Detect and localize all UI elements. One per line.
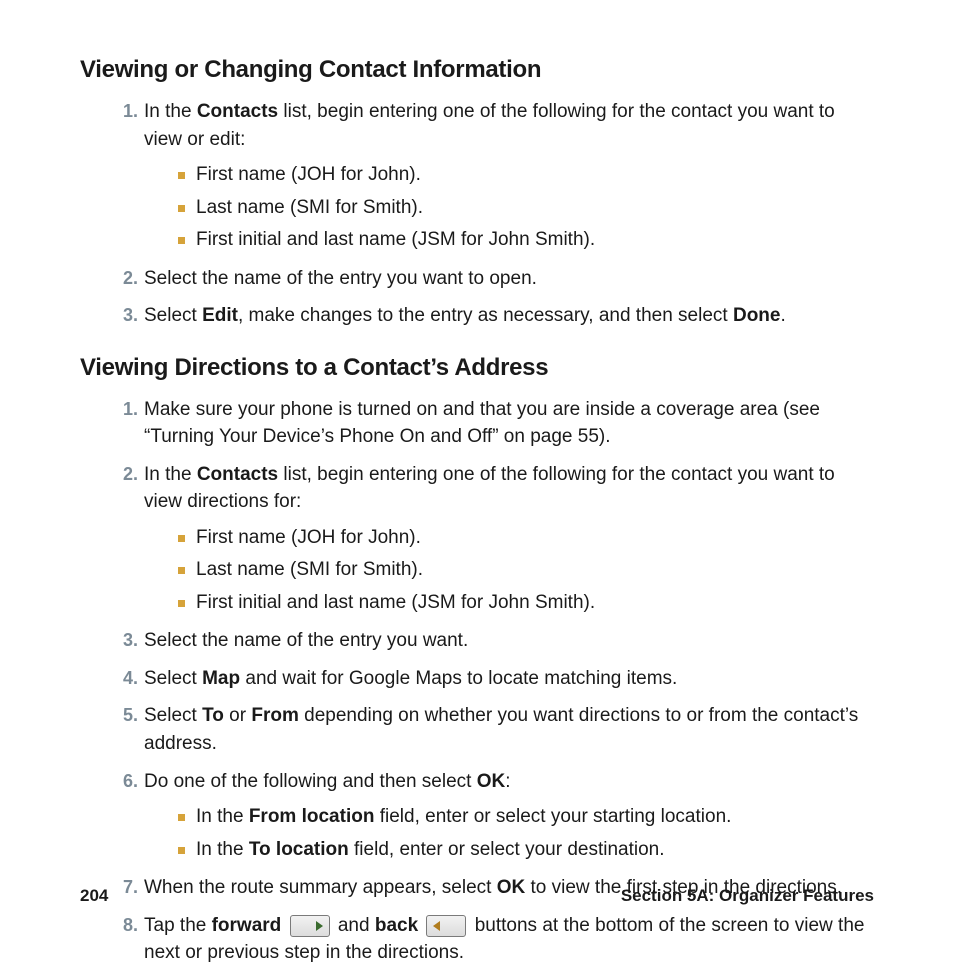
- step-number: 1.: [112, 98, 138, 124]
- step-number: 5.: [112, 702, 138, 728]
- sub-bullets: In the From location field, enter or sel…: [144, 803, 874, 864]
- sub-bullets: First name (JOH for John). Last name (SM…: [144, 161, 874, 255]
- bullet: First initial and last name (JSM for Joh…: [178, 226, 874, 255]
- step: 6. Do one of the following and then sele…: [122, 768, 874, 865]
- section1-steps: 1. In the Contacts list, begin entering …: [80, 98, 874, 330]
- step-number: 3.: [112, 627, 138, 653]
- section-label: Section 5A: Organizer Features: [621, 886, 874, 906]
- bullet: In the From location field, enter or sel…: [178, 803, 874, 832]
- step-number: 1.: [112, 396, 138, 422]
- page-number: 204: [80, 886, 108, 906]
- step-text: Make sure your phone is turned on and th…: [144, 399, 820, 448]
- bullet: In the To location field, enter or selec…: [178, 836, 874, 865]
- step-text: Select Map and wait for Google Maps to l…: [144, 668, 677, 689]
- step-number: 8.: [112, 912, 138, 938]
- step: 4. Select Map and wait for Google Maps t…: [122, 665, 874, 693]
- step-text: Do one of the following and then select …: [144, 771, 511, 792]
- step-text: Tap the forward and back buttons at the …: [144, 915, 864, 964]
- sub-bullets: First name (JOH for John). Last name (SM…: [144, 524, 874, 618]
- step: 8. Tap the forward and back buttons at t…: [122, 912, 874, 967]
- manual-page: Viewing or Changing Contact Information …: [0, 0, 954, 954]
- step: 1. In the Contacts list, begin entering …: [122, 98, 874, 255]
- step-number: 2.: [112, 265, 138, 291]
- step-text: Select Edit, make changes to the entry a…: [144, 305, 786, 326]
- heading-viewing-directions: Viewing Directions to a Contact’s Addres…: [80, 354, 874, 382]
- bullet: Last name (SMI for Smith).: [178, 194, 874, 223]
- step: 3. Select the name of the entry you want…: [122, 627, 874, 655]
- step-text: In the Contacts list, begin entering one…: [144, 464, 835, 513]
- step-number: 6.: [112, 768, 138, 794]
- section2-steps: 1. Make sure your phone is turned on and…: [80, 396, 874, 967]
- step: 2. Select the name of the entry you want…: [122, 265, 874, 293]
- step-number: 3.: [112, 302, 138, 328]
- page-footer: 204 Section 5A: Organizer Features: [80, 886, 874, 906]
- step: 5. Select To or From depending on whethe…: [122, 702, 874, 757]
- heading-viewing-changing: Viewing or Changing Contact Information: [80, 56, 874, 84]
- step-number: 2.: [112, 461, 138, 487]
- step-text: Select To or From depending on whether y…: [144, 705, 858, 754]
- bullet: Last name (SMI for Smith).: [178, 556, 874, 585]
- step: 1. Make sure your phone is turned on and…: [122, 396, 874, 451]
- step-text: Select the name of the entry you want.: [144, 630, 468, 651]
- bullet: First initial and last name (JSM for Joh…: [178, 589, 874, 618]
- bullet: First name (JOH for John).: [178, 161, 874, 190]
- step-text: In the Contacts list, begin entering one…: [144, 101, 835, 150]
- back-button-icon: [426, 915, 466, 937]
- bullet: First name (JOH for John).: [178, 524, 874, 553]
- step: 2. In the Contacts list, begin entering …: [122, 461, 874, 618]
- step-text: Select the name of the entry you want to…: [144, 268, 537, 289]
- step: 3. Select Edit, make changes to the entr…: [122, 302, 874, 330]
- step-number: 4.: [112, 665, 138, 691]
- forward-button-icon: [290, 915, 330, 937]
